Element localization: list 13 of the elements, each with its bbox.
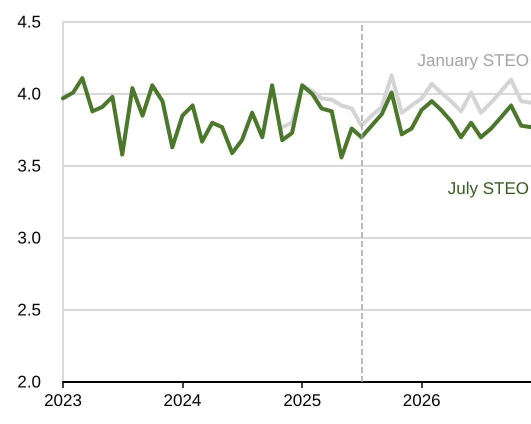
y-tick-label: 3.0 xyxy=(17,228,41,248)
y-tick-label: 3.5 xyxy=(17,156,41,176)
line-series xyxy=(61,76,531,160)
text: July STEO xyxy=(448,179,530,198)
y-tick-label: 4.0 xyxy=(17,84,41,104)
x-tick-label: 2025 xyxy=(283,391,322,410)
x-tick-label: 2026 xyxy=(402,391,441,410)
x-tick-label: 2023 xyxy=(44,391,82,410)
y-tick-label: 4.5 xyxy=(17,12,41,32)
y-tick-label: 2.5 xyxy=(17,300,41,320)
y-tick-label: 2.0 xyxy=(17,372,41,392)
x-tick-label: 2024 xyxy=(164,391,202,410)
series-label: January STEO xyxy=(418,51,530,70)
